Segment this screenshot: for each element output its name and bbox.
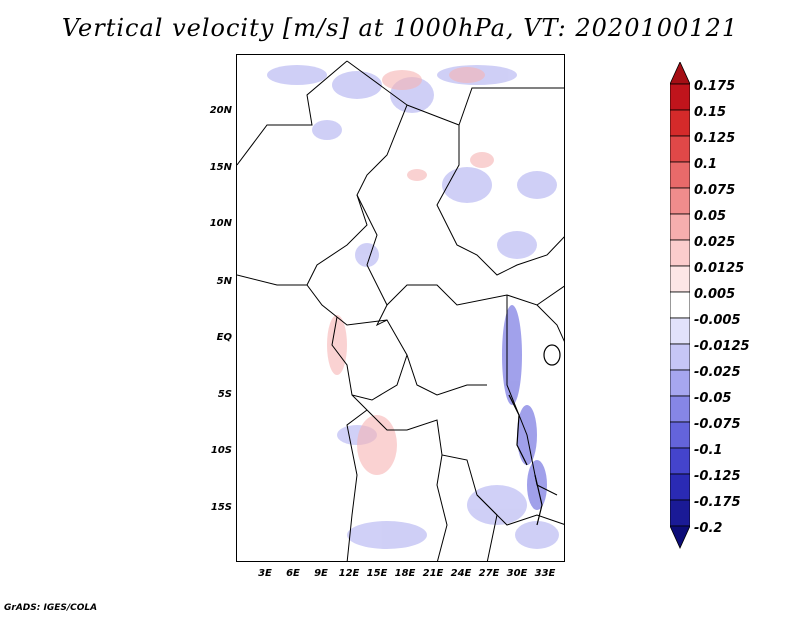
country-borders: [237, 60, 564, 561]
colorbar-segment: [670, 473, 690, 501]
colorbar-label: -0.075: [694, 417, 741, 432]
colorbar-label: -0.2: [694, 521, 723, 536]
colorbar-segment: [670, 447, 690, 475]
colorbar-label: 0.1: [694, 157, 718, 172]
velocity-speckle-blue: [267, 65, 559, 549]
lon-label: 27E: [478, 568, 500, 579]
colorbar-segment: [670, 265, 690, 293]
lake-outlines: [508, 344, 561, 526]
lat-label: 5N: [216, 276, 232, 287]
lat-label: 10N: [209, 218, 232, 229]
colorbar-label: 0.005: [694, 287, 736, 302]
colorbar-segment: [670, 291, 690, 319]
colorbar-segment: [670, 109, 690, 137]
map-title: Vertical velocity [m/s] at 1000hPa, VT: …: [61, 14, 739, 42]
colorbar-label: 0.025: [694, 235, 736, 250]
colorbar-label: -0.025: [694, 365, 741, 380]
velocity-band-rift: [502, 305, 547, 510]
lat-label: EQ: [216, 332, 232, 343]
colorbar-label: 0.175: [694, 79, 736, 94]
lon-label: 18E: [394, 568, 416, 579]
colorbar-segment: [670, 343, 690, 371]
colorbar-segment: [670, 317, 690, 345]
lon-label: 6E: [286, 568, 300, 579]
grads-credit: GrADS: IGES/COLA: [4, 603, 98, 613]
colorbar-segment: [670, 62, 690, 85]
lon-label: 3E: [258, 568, 272, 579]
velocity-speckle-red: [327, 67, 494, 475]
colorbar-segment: [670, 395, 690, 423]
lat-label: 10S: [210, 445, 232, 456]
colorbar-segment: [670, 83, 690, 111]
colorbar-label: -0.05: [694, 391, 732, 406]
colorbar-label: 0.125: [694, 131, 736, 146]
colorbar-label: -0.1: [694, 443, 723, 458]
lon-label: 9E: [314, 568, 328, 579]
colorbar-label: 0.075: [694, 183, 736, 198]
colorbar-segment: [670, 525, 690, 549]
velocity-field: [237, 60, 564, 561]
lat-label: 5S: [217, 389, 232, 400]
lon-label: 21E: [422, 568, 444, 579]
colorbar: [670, 62, 690, 549]
colorbar-label: -0.175: [694, 495, 741, 510]
lat-label: 15N: [209, 162, 232, 173]
colorbar-label: 0.05: [694, 209, 727, 224]
lon-label: 30E: [506, 568, 528, 579]
lat-label: 20N: [209, 105, 232, 116]
colorbar-label: 0.0125: [694, 261, 745, 276]
colorbar-segment: [670, 135, 690, 163]
colorbar-segment: [670, 421, 690, 449]
colorbar-label: -0.125: [694, 469, 741, 484]
colorbar-label: 0.15: [694, 105, 727, 120]
map-panel: [236, 54, 565, 562]
lon-label: 33E: [534, 568, 556, 579]
lon-label: 12E: [338, 568, 360, 579]
colorbar-segment: [670, 161, 690, 189]
lat-label: 15S: [210, 502, 232, 513]
colorbar-segment: [670, 239, 690, 267]
colorbar-segment: [670, 213, 690, 241]
colorbar-segments: [670, 62, 690, 549]
lon-label: 15E: [366, 568, 388, 579]
colorbar-segment: [670, 499, 690, 527]
colorbar-segment: [670, 187, 690, 215]
colorbar-label: -0.005: [694, 313, 741, 328]
colorbar-segment: [670, 369, 690, 397]
lon-label: 24E: [450, 568, 472, 579]
colorbar-label: -0.0125: [694, 339, 750, 354]
